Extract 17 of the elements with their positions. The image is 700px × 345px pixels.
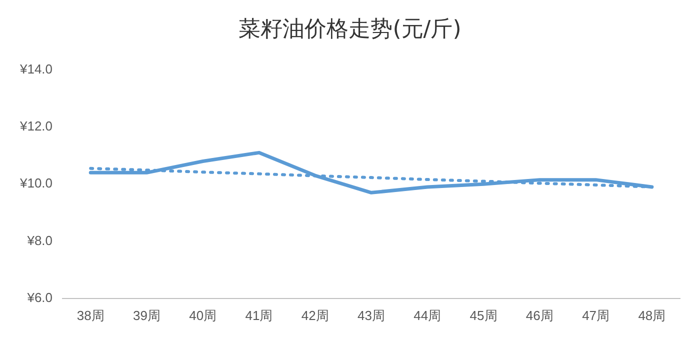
y-tick-label: ¥10.0 — [18, 176, 53, 191]
x-tick-label: 40周 — [189, 308, 217, 323]
chart-title: 菜籽油价格走势(元/斤) — [238, 16, 462, 44]
x-tick-label: 39周 — [133, 308, 160, 323]
x-tick-label: 38周 — [76, 308, 104, 323]
y-tick-label: ¥12.0 — [18, 118, 53, 134]
x-tick-label: 44周 — [414, 308, 442, 323]
x-tick-label: 46周 — [526, 308, 554, 323]
y-tick-label: ¥6.0 — [26, 290, 53, 305]
x-tick-label: 41周 — [245, 308, 273, 323]
x-tick-label: 45周 — [470, 308, 498, 323]
y-tick-label: ¥8.0 — [26, 232, 53, 248]
x-tick-label: 48周 — [638, 308, 666, 323]
x-tick-label: 47周 — [582, 308, 610, 323]
x-tick-label: 42周 — [301, 308, 329, 323]
x-tick-label: 43周 — [358, 308, 385, 323]
y-tick-label: ¥14.0 — [18, 61, 53, 76]
